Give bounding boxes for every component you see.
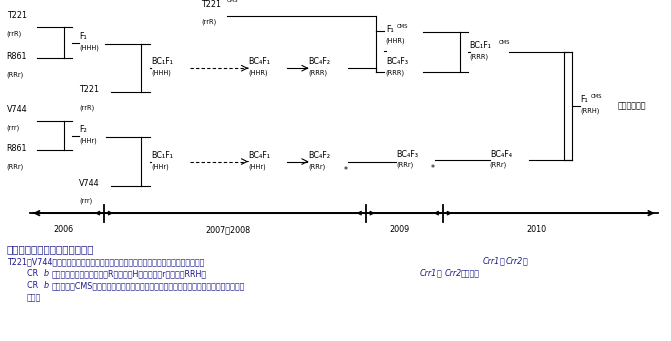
Text: F₁: F₁ <box>79 32 87 41</box>
Text: Crr1: Crr1 <box>483 257 501 266</box>
Text: 2009: 2009 <box>389 225 409 234</box>
Text: 2010: 2010 <box>527 225 547 234</box>
Text: BC₄F₄: BC₄F₄ <box>490 150 512 159</box>
Text: Crr2: Crr2 <box>444 269 462 278</box>
Text: (HHH): (HHH) <box>79 44 99 51</box>
Text: (rrR): (rrR) <box>79 104 95 110</box>
Text: Crr2: Crr2 <box>506 257 523 266</box>
Text: R861: R861 <box>7 145 28 153</box>
Text: BC₁F₁: BC₁F₁ <box>470 41 492 50</box>
Text: (rrR): (rrR) <box>201 19 217 25</box>
Text: (HHr): (HHr) <box>151 163 168 170</box>
Text: BC₄F₃: BC₄F₃ <box>396 150 418 159</box>
Text: (rrR): (rrR) <box>7 31 22 37</box>
Text: (RRr): (RRr) <box>309 163 326 170</box>
Text: (rrr): (rrr) <box>7 124 20 131</box>
Text: の遺伝子型を順に標記し、R：ホモ、H：ヘテロ、r：なし、RRHは: の遺伝子型を順に標記し、R：ホモ、H：ヘテロ、r：なし、RRHは <box>52 269 207 278</box>
Text: (RRH): (RRH) <box>580 108 600 114</box>
Text: をホモ、: をホモ、 <box>461 269 480 278</box>
Text: BC₁F₁: BC₁F₁ <box>151 151 173 160</box>
Text: 図１　「あきめき」の育成経過: 図１ 「あきめき」の育成経過 <box>7 244 94 254</box>
Text: F₁: F₁ <box>386 25 394 34</box>
Text: (RRR): (RRR) <box>386 70 405 76</box>
Text: T221: T221 <box>79 85 99 94</box>
Text: (RRr): (RRr) <box>7 164 24 170</box>
Text: 、: 、 <box>523 257 527 266</box>
Text: をヘテロ、CMSは細胞質雄性不稔を示す。点線矢印は反復親を連続戻し交雑したことを: をヘテロ、CMSは細胞質雄性不稔を示す。点線矢印は反復親を連続戻し交雑したことを <box>52 281 245 290</box>
Text: CMS: CMS <box>499 40 511 45</box>
Text: (RRr): (RRr) <box>490 162 507 168</box>
Text: T221とV744はそれぞれ「秋理想」の母親と父親、（）内は根こぶ病抵抗性遺伝子、: T221とV744はそれぞれ「秋理想」の母親と父親、（）内は根こぶ病抵抗性遺伝子… <box>7 257 204 266</box>
Text: BC₁F₁: BC₁F₁ <box>151 58 173 66</box>
Text: (RRR): (RRR) <box>309 70 328 76</box>
Text: (RRR): (RRR) <box>470 54 489 60</box>
Text: 、: 、 <box>500 257 505 266</box>
Text: 示す。: 示す。 <box>27 293 41 302</box>
Text: BC₄F₃: BC₄F₃ <box>386 58 408 66</box>
Text: と: と <box>436 269 441 278</box>
Text: *: * <box>344 166 348 175</box>
Text: (HHr): (HHr) <box>79 137 97 144</box>
Text: CMS: CMS <box>227 0 238 3</box>
Text: (RRr): (RRr) <box>396 162 413 168</box>
Text: b: b <box>44 281 49 290</box>
Text: R861: R861 <box>7 53 28 61</box>
Text: F₁: F₁ <box>580 95 588 104</box>
Text: (HHR): (HHR) <box>386 38 405 44</box>
Text: 「あきめき」: 「あきめき」 <box>617 102 646 110</box>
Text: BC₄F₁: BC₄F₁ <box>248 151 270 160</box>
Text: 2007〜2008: 2007〜2008 <box>205 225 251 234</box>
Text: CR: CR <box>27 269 40 278</box>
Text: T221: T221 <box>7 12 27 20</box>
Text: BC₄F₂: BC₄F₂ <box>309 58 331 66</box>
Text: CR: CR <box>27 281 40 290</box>
Text: (HHR): (HHR) <box>248 70 268 76</box>
Text: BC₄F₂: BC₄F₂ <box>309 151 331 160</box>
Text: T221: T221 <box>201 0 221 9</box>
Text: (rrr): (rrr) <box>79 198 93 204</box>
Text: V744: V744 <box>79 179 100 188</box>
Text: CMS: CMS <box>591 94 603 99</box>
Text: F₂: F₂ <box>79 125 87 134</box>
Text: (HHH): (HHH) <box>151 70 171 76</box>
Text: 2006: 2006 <box>54 225 74 234</box>
Text: (HHr): (HHr) <box>248 163 266 170</box>
Text: Crr1: Crr1 <box>419 269 437 278</box>
Text: (RRr): (RRr) <box>7 72 24 78</box>
Text: CMS: CMS <box>397 24 408 29</box>
Text: BC₄F₁: BC₄F₁ <box>248 58 270 66</box>
Text: b: b <box>44 269 49 278</box>
Text: V744: V744 <box>7 105 28 114</box>
Text: *: * <box>431 164 435 173</box>
